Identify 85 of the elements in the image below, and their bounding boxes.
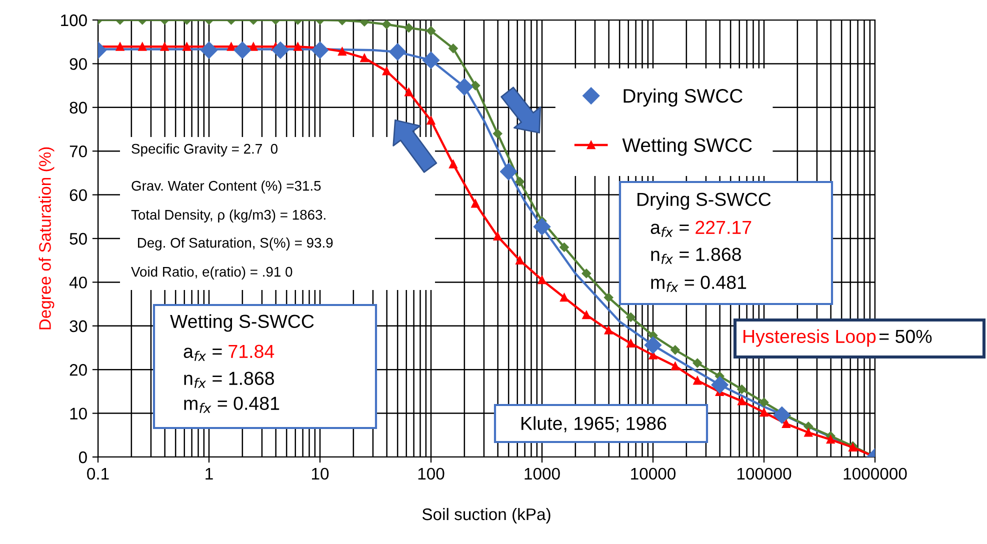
point [604,326,613,334]
x-tick-label: 1 [206,468,213,480]
annotation: Hysteresis Loop [744,329,876,347]
x-tick-label: 100 [418,468,444,480]
annotation: n$_{fx}$ = 1.868 [184,372,274,388]
point [782,420,790,428]
y-tick-label: 60 [70,189,87,202]
point [670,345,680,355]
point [804,422,814,432]
annotation: m$_{fx}$ = 0.481 [651,276,746,292]
y-tick-label: 80 [70,102,87,114]
point [604,292,614,302]
annotation: Klute, 1965; 1986 [522,416,666,432]
point [626,339,635,348]
point [382,66,391,76]
y-tick-label: 90 [70,58,87,70]
y-tick-label: 50 [70,232,87,245]
annotation: Wetting S-SWCC [170,314,314,332]
point [692,358,702,368]
point [626,312,636,322]
annotation: Void Ratio, e(ratio) = .91 0 [131,266,292,280]
point [470,80,480,90]
point [538,276,546,284]
legend-label: Drying SWCC [624,88,742,107]
point [560,293,568,302]
point [116,42,124,51]
y-tick-label: 10 [70,408,87,420]
point [492,128,502,138]
point [804,428,813,437]
point [249,42,258,51]
annotation: a$_{fx}$ = [184,348,222,361]
text: = 50% [880,330,932,344]
x-tick-label: 1000000 [844,468,907,480]
x-tick-label: 0.1 [87,468,109,480]
point [449,160,458,168]
annotation: Grav. Water Content (%) =31.5 [132,180,321,194]
point [493,232,502,240]
annotation: 71.84 [228,344,274,358]
y-tick-label: 20 [70,364,87,376]
point [360,54,369,62]
point [759,398,769,407]
x-tick-label: 10000 [631,468,676,480]
x-tick-label: 1000 [524,468,560,480]
point [826,435,835,444]
point [160,42,169,51]
point [471,199,480,208]
point [693,376,702,385]
annotation: Deg. Of Saturation, S(%) = 93.9 [138,238,333,250]
x-axis-title: Soil suction (kPa) [422,508,550,524]
y-axis-title: Degree of Saturation (%) [38,147,54,330]
point [582,310,591,320]
point [382,20,392,29]
point [671,362,680,370]
annotation: m$_{fx}$ = 0.481 [184,396,280,413]
point [560,242,569,252]
point [737,384,746,394]
point [426,116,436,125]
point [516,256,524,265]
point [404,23,414,32]
point [294,42,302,51]
y-tick-label: 0 [78,451,87,464]
legend-label: Wetting SWCC [622,138,752,156]
point [182,42,191,51]
x-tick-label: 10 [312,468,329,480]
annotation: Drying S-SWCC [638,192,771,210]
point [138,42,147,51]
point [426,26,436,36]
annotation: a$_{fx}$ = [650,224,689,237]
point [760,408,768,417]
x-tick-label: 100000 [737,468,792,480]
y-tick-label: 100 [61,14,87,26]
point [582,268,592,278]
annotation: Specific Gravity = 2.7 0 [132,144,278,156]
point [738,396,746,406]
point [404,88,413,96]
y-tick-label: 70 [70,146,87,158]
annotation: n$_{fx}$ = 1.868 [651,248,741,264]
point [515,177,524,186]
annotation: Total Density, ρ (kg/m3) = 1863. [131,210,326,222]
point [227,42,236,51]
point [448,44,458,54]
annotation: 227.17 [696,220,752,234]
y-tick-label: 40 [69,276,87,288]
point [338,47,346,56]
y-tick-label: 30 [70,320,87,332]
